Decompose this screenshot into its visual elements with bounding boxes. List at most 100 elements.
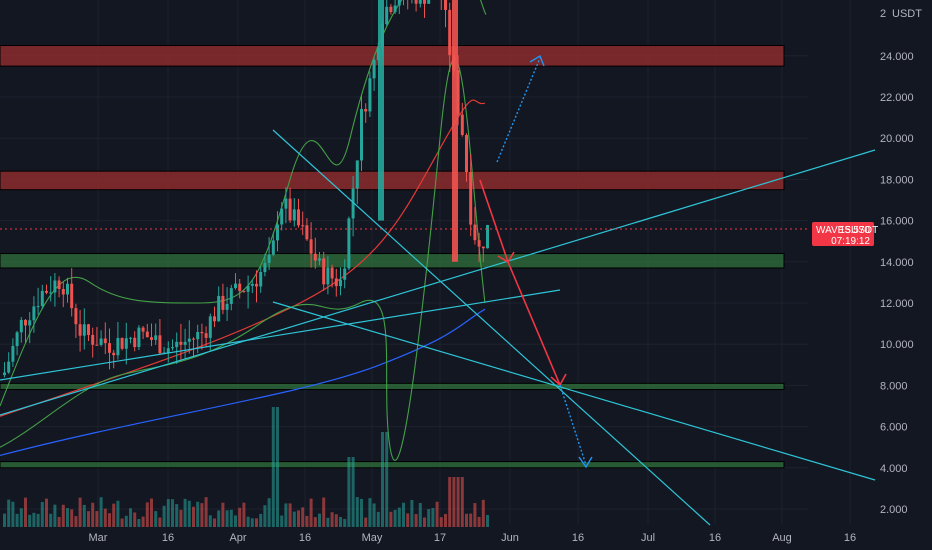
candle-body xyxy=(389,6,393,13)
price-tag: WAVESUSDT 15.570 07:19:12 xyxy=(812,222,878,247)
volume-bar xyxy=(15,513,19,527)
price-axis[interactable]: 2.000 4.000 6.000 8.000 10.000 12.000 14.000 16… xyxy=(880,51,914,516)
volume-bar xyxy=(343,518,347,527)
candle-body xyxy=(200,331,204,334)
candle-body xyxy=(141,327,145,332)
volume-bar xyxy=(288,503,292,527)
volume-bar xyxy=(292,511,296,527)
resistance-zone xyxy=(0,170,785,191)
volume-bar xyxy=(481,499,485,527)
x-tick-label: 17 xyxy=(434,532,446,544)
volume-bar xyxy=(393,509,397,527)
candle-body xyxy=(103,338,107,344)
trendline-drawings xyxy=(0,54,876,526)
candle-body xyxy=(24,319,27,326)
x-tick-label: 16 xyxy=(299,532,311,544)
volume-bar xyxy=(309,498,313,527)
candle-body xyxy=(166,348,170,353)
volume-bar xyxy=(368,498,372,527)
candle-body xyxy=(322,258,326,285)
y-tick-label: 4.000 xyxy=(880,463,908,475)
volume-bar xyxy=(28,514,32,527)
candle-body xyxy=(355,160,359,189)
volume-bar xyxy=(133,512,137,527)
volume-bar xyxy=(276,407,279,527)
volume-bar xyxy=(32,512,36,527)
volume-bar xyxy=(330,512,334,527)
volume-bar xyxy=(204,497,208,527)
support-zone xyxy=(0,253,785,269)
volume-bar xyxy=(70,509,74,527)
candle-body xyxy=(32,306,36,321)
ma-50-line xyxy=(0,99,486,417)
volume-bar xyxy=(183,498,187,527)
volume-bar xyxy=(192,506,195,527)
time-axis[interactable]: Mar 16 Apr 16 May 17 Jun 16 Jul 16 Aug 16 xyxy=(89,532,857,544)
candle-body xyxy=(297,209,300,226)
volume-bar xyxy=(112,503,116,527)
volume-bar xyxy=(355,497,359,527)
candle-body xyxy=(179,341,183,345)
volume-bar xyxy=(187,500,191,527)
candle-body xyxy=(133,337,137,348)
volume-bar xyxy=(456,477,460,527)
candle-body xyxy=(91,334,95,345)
candle-body xyxy=(318,258,321,261)
candle-body xyxy=(112,352,116,356)
volume-bar xyxy=(297,510,300,527)
candle-body xyxy=(326,267,330,285)
candle-body xyxy=(477,240,481,247)
x-tick-label: Jul xyxy=(641,532,655,544)
candle-body xyxy=(481,246,485,249)
top-tick-label: 2 xyxy=(880,8,886,20)
candle-body xyxy=(82,324,86,336)
candle-body xyxy=(208,316,212,338)
volume-bar xyxy=(267,498,271,527)
candle-body xyxy=(187,338,191,342)
candle-body xyxy=(301,225,305,227)
volume-bar xyxy=(91,502,95,527)
candle-body xyxy=(45,290,48,293)
candle-body xyxy=(217,295,221,322)
candle-body xyxy=(61,289,65,295)
volume-bar xyxy=(385,432,389,527)
candle-body xyxy=(204,333,208,338)
candle-body xyxy=(280,208,284,225)
candle-body xyxy=(469,172,473,225)
volume-bar xyxy=(402,502,405,527)
volume-bar xyxy=(473,503,477,527)
volume-bar xyxy=(221,502,225,527)
candle-body xyxy=(183,341,187,345)
y-tick-label: 18.000 xyxy=(880,174,914,186)
candle-body xyxy=(124,338,128,349)
candle-body xyxy=(313,253,317,261)
candle-body xyxy=(486,225,489,249)
currency-label: USDT xyxy=(892,8,922,20)
volume-bar xyxy=(40,501,44,527)
volume-bar xyxy=(7,499,11,527)
candle-body xyxy=(145,331,149,338)
candle-body xyxy=(288,198,292,221)
volume-bars xyxy=(3,407,489,527)
volume-bar xyxy=(431,508,435,527)
volume-bar xyxy=(259,513,263,527)
volume-bar xyxy=(280,515,284,527)
candle-body xyxy=(418,0,422,4)
y-tick-label: 8.000 xyxy=(880,380,908,392)
volume-bar xyxy=(24,497,27,527)
volume-bar xyxy=(250,518,254,527)
candle-body xyxy=(78,324,82,336)
volume-bar xyxy=(158,517,162,527)
volume-bar xyxy=(410,499,414,527)
candle-body xyxy=(74,308,78,325)
volume-bar xyxy=(284,503,288,527)
volume-bar xyxy=(435,501,439,527)
volume-bar xyxy=(145,502,149,527)
candle-body xyxy=(284,198,288,209)
volume-bar xyxy=(263,505,267,527)
volume-bar xyxy=(313,517,317,527)
price-zones xyxy=(0,45,785,469)
candle-body xyxy=(259,272,263,287)
